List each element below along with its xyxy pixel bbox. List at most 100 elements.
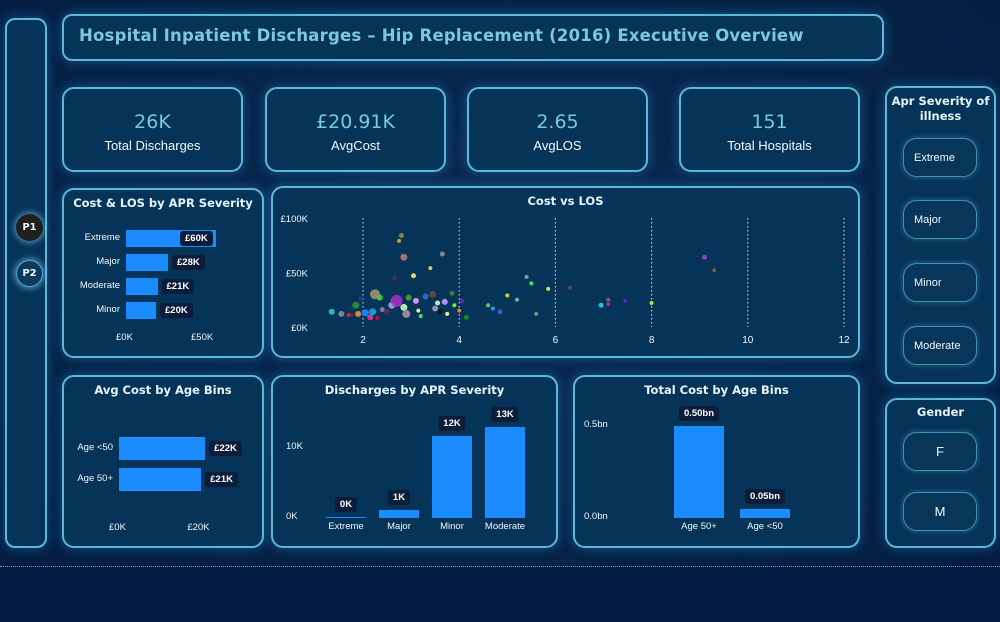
bar	[485, 427, 525, 518]
bar	[379, 509, 419, 518]
scatter-point[interactable]	[355, 310, 362, 317]
chart-total-cost-by-age[interactable]: Total Cost by Age Bins 0.0bn 0.5bn 0.50bn A…	[573, 375, 860, 548]
slicer-option-extreme[interactable]: Extreme	[903, 138, 977, 177]
chart-cost-los-by-severity[interactable]: Cost & LOS by APR Severity Extreme £60K Ma…	[62, 188, 264, 358]
scatter-point[interactable]	[350, 313, 355, 318]
y-tick-label: 10K	[286, 441, 303, 452]
scatter-point[interactable]	[346, 313, 351, 318]
scatter-point[interactable]	[432, 305, 439, 312]
kpi-value: 26K	[134, 111, 171, 133]
scatter-point[interactable]	[449, 290, 455, 296]
scatter-point[interactable]	[390, 294, 403, 307]
scatter-point[interactable]	[384, 308, 391, 315]
scatter-point[interactable]	[457, 308, 462, 313]
data-label: 1K	[387, 489, 411, 505]
scatter-point[interactable]	[402, 309, 411, 318]
page-button-p2[interactable]: P2	[16, 260, 43, 287]
data-label: £22K	[209, 440, 242, 456]
kpi-card-avg-cost: £20.91K AvgCost	[265, 87, 446, 172]
slicer-option-moderate[interactable]: Moderate	[903, 326, 977, 365]
scatter-point[interactable]	[514, 297, 519, 302]
slicer-option-major[interactable]: Major	[903, 200, 977, 239]
scatter-point[interactable]	[328, 308, 335, 315]
scatter-point[interactable]	[842, 257, 846, 262]
scatter-point[interactable]	[375, 316, 380, 321]
scatter-point[interactable]	[358, 296, 364, 302]
chart-discharges-by-severity[interactable]: Discharges by APR Severity 0K 10K 0K Extrem…	[271, 375, 558, 548]
scatter-point[interactable]	[352, 301, 360, 309]
scatter-point[interactable]	[505, 293, 510, 298]
scatter-point[interactable]	[606, 297, 611, 302]
page-button-p1[interactable]: P1	[16, 214, 43, 241]
scatter-point[interactable]	[534, 311, 539, 316]
category-label: Moderate	[79, 279, 120, 291]
category-label: Major	[96, 255, 120, 267]
kpi-label: Total Hospitals	[727, 138, 812, 153]
bar	[740, 508, 790, 518]
scatter-point[interactable]	[418, 314, 423, 319]
scatter-point[interactable]	[367, 314, 374, 321]
slicer-option-minor[interactable]: Minor	[903, 263, 977, 302]
scatter-point[interactable]	[606, 302, 611, 307]
scatter-point[interactable]	[567, 285, 572, 290]
data-label: 13K	[491, 407, 519, 422]
y-tick-label: 0K	[286, 511, 298, 522]
scatter-point[interactable]	[435, 300, 441, 306]
chart-title: Cost vs LOS	[527, 194, 604, 208]
scatter-point[interactable]	[429, 290, 437, 298]
scatter-point[interactable]	[391, 275, 397, 281]
category-label: Minor	[440, 521, 464, 532]
slicer-option-f[interactable]: F	[903, 432, 977, 471]
scatter-point[interactable]	[490, 306, 495, 311]
scatter-point[interactable]	[623, 298, 628, 303]
scatter-point[interactable]	[369, 308, 377, 316]
kpi-value: £20.91K	[316, 111, 395, 133]
chart-cost-vs-los[interactable]: Cost vs LOS 2 4 6 8 10 12 £0K £50K £100K	[271, 186, 860, 358]
scatter-point[interactable]	[463, 314, 469, 320]
scatter-point[interactable]	[546, 286, 551, 291]
scatter-point[interactable]	[338, 310, 345, 317]
scatter-point[interactable]	[486, 303, 491, 308]
scatter-point[interactable]	[412, 297, 419, 304]
scatter-point[interactable]	[598, 302, 604, 308]
scatter-point[interactable]	[416, 308, 421, 313]
scatter-plot-area: 2 4 6 8 10 12 £0K £50K £100K	[281, 214, 850, 346]
scatter-point[interactable]	[397, 238, 402, 243]
scatter-point[interactable]	[702, 254, 708, 260]
scatter-point[interactable]	[712, 268, 716, 273]
chart-avg-cost-by-age[interactable]: Avg Cost by Age Bins Age <50 £22K Age 50+ £…	[62, 375, 264, 548]
scatter-point[interactable]	[497, 309, 503, 315]
scatter-point[interactable]	[376, 294, 383, 301]
scatter-point[interactable]	[529, 281, 534, 286]
scatter-point[interactable]	[428, 266, 433, 271]
scatter-point[interactable]	[398, 232, 404, 238]
canvas-boundary-line	[0, 566, 1000, 567]
scatter-point[interactable]	[649, 301, 654, 306]
category-label: Extreme	[84, 231, 120, 243]
scatter-point[interactable]	[439, 251, 445, 257]
category-label: Age 50+	[77, 472, 113, 484]
scatter-point[interactable]	[405, 294, 412, 301]
scatter-point[interactable]	[437, 309, 443, 315]
bar	[674, 426, 724, 518]
scatter-point[interactable]	[361, 309, 369, 317]
scatter-point[interactable]	[400, 303, 408, 311]
scatter-point[interactable]	[452, 303, 457, 308]
chart-title: Total Cost by Age Bins	[644, 383, 789, 397]
slicer-option-m[interactable]: M	[903, 492, 977, 531]
scatter-point[interactable]	[400, 253, 408, 261]
kpi-card-total-hospitals: 151 Total Hospitals	[679, 87, 860, 172]
scatter-point[interactable]	[459, 298, 465, 304]
bar	[119, 468, 202, 491]
bar	[119, 437, 206, 460]
data-label: £21K	[205, 471, 238, 487]
report-title: Hospital Inpatient Discharges – Hip Repl…	[79, 26, 804, 45]
scatter-point[interactable]	[445, 311, 450, 316]
data-label: 0.50bn	[678, 406, 720, 422]
scatter-point[interactable]	[379, 307, 385, 313]
scatter-point[interactable]	[524, 274, 529, 279]
scatter-point[interactable]	[422, 293, 429, 300]
scatter-point[interactable]	[411, 273, 417, 279]
scatter-point[interactable]	[441, 298, 448, 305]
x-tick-label: 6	[553, 335, 559, 346]
